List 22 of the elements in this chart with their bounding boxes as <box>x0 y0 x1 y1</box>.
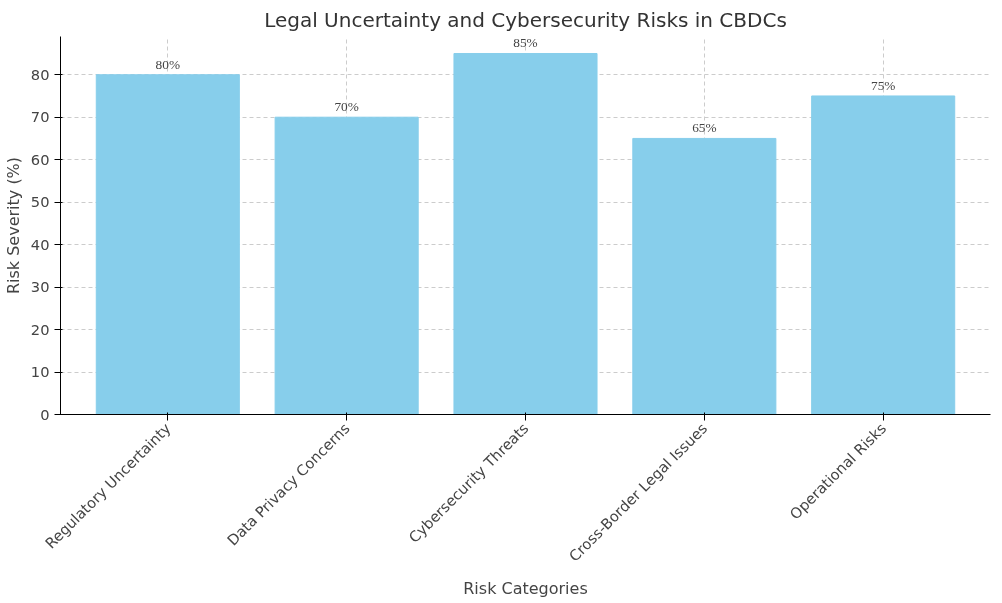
data-label: 80% <box>155 56 181 72</box>
data-label: 75% <box>870 77 896 93</box>
y-tick-label: 50 <box>30 193 50 211</box>
bar <box>811 95 956 415</box>
y-tick-label: 30 <box>30 278 50 296</box>
bar <box>632 137 777 415</box>
y-tick-label: 80 <box>30 65 50 83</box>
x-axis-title: Risk Categories <box>463 578 588 598</box>
y-tick-label: 0 <box>40 405 50 423</box>
bar <box>95 74 240 415</box>
data-label: 65% <box>692 120 717 136</box>
y-tick-label: 20 <box>30 320 50 338</box>
bar <box>453 52 598 415</box>
y-tick-label: 70 <box>30 108 50 126</box>
y-axis-title: Risk Severity (%) <box>3 156 23 295</box>
data-label: 70% <box>334 99 359 115</box>
bar <box>274 116 419 415</box>
data-label: 85% <box>513 35 538 51</box>
chart-title: Legal Uncertainty and Cybersecurity Risks in CBDCs <box>264 7 787 32</box>
y-tick-label: 40 <box>30 235 50 253</box>
y-tick-label: 60 <box>30 150 50 168</box>
y-tick-label: 10 <box>30 363 50 381</box>
